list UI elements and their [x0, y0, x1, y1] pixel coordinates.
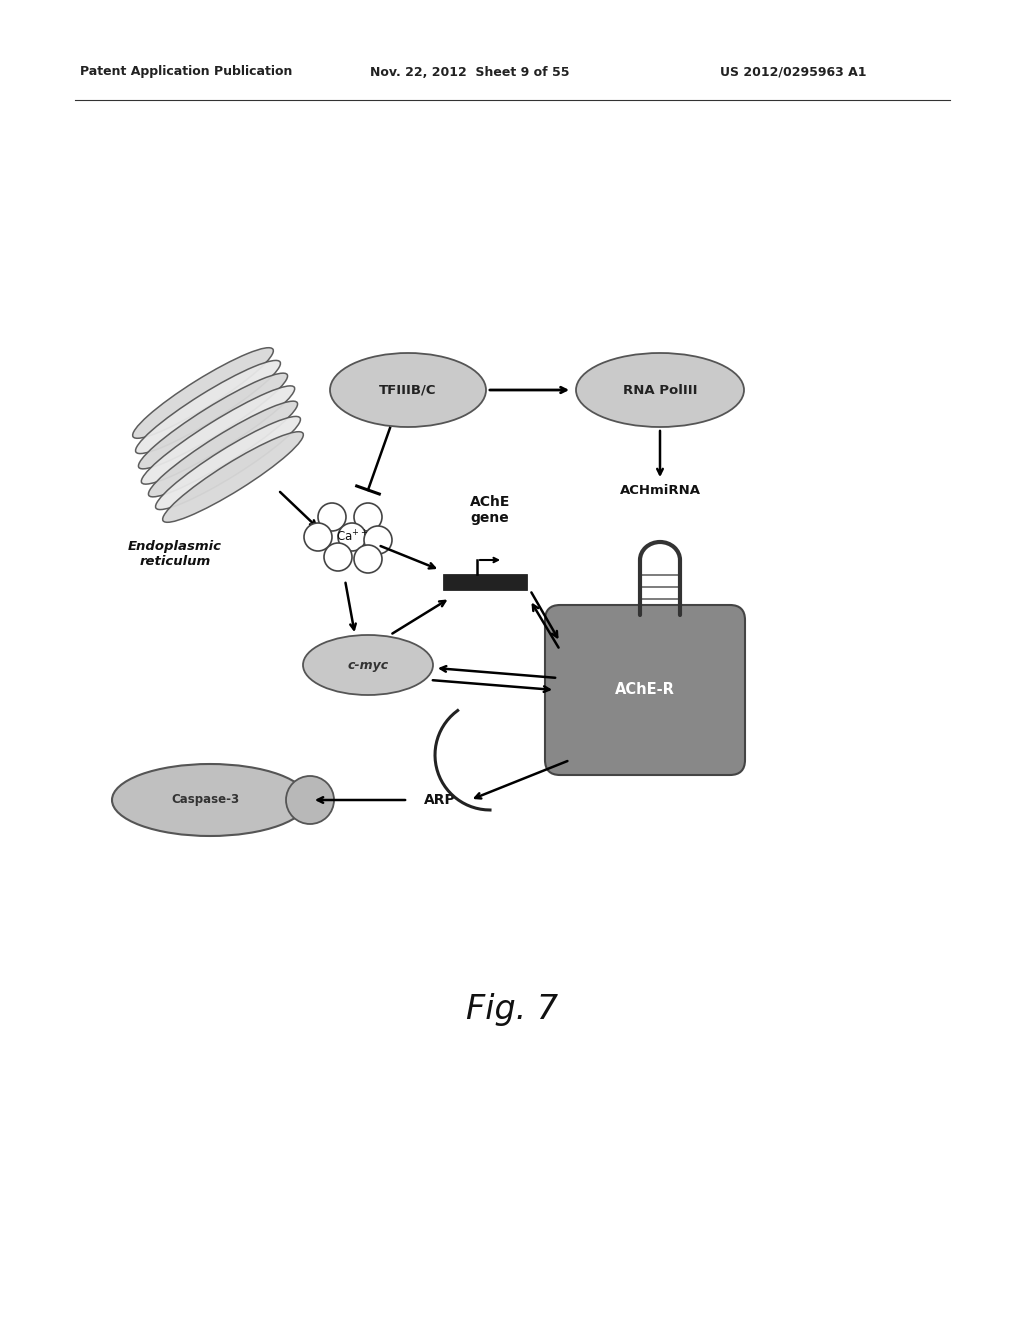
- Ellipse shape: [135, 360, 281, 454]
- Ellipse shape: [163, 432, 303, 523]
- Ellipse shape: [148, 401, 298, 496]
- Ellipse shape: [330, 352, 486, 426]
- Text: ARP: ARP: [424, 793, 456, 807]
- Ellipse shape: [303, 635, 433, 696]
- FancyBboxPatch shape: [545, 605, 745, 775]
- Text: Patent Application Publication: Patent Application Publication: [80, 66, 293, 78]
- Circle shape: [304, 523, 332, 550]
- Circle shape: [324, 543, 352, 572]
- Circle shape: [338, 523, 366, 550]
- Ellipse shape: [138, 374, 288, 469]
- Text: AChE-R: AChE-R: [615, 682, 675, 697]
- Circle shape: [354, 503, 382, 531]
- Ellipse shape: [141, 385, 295, 484]
- Ellipse shape: [156, 416, 300, 510]
- Circle shape: [364, 525, 392, 554]
- Bar: [443, 574, 527, 590]
- Text: AChE
gene: AChE gene: [470, 495, 510, 525]
- Text: Nov. 22, 2012  Sheet 9 of 55: Nov. 22, 2012 Sheet 9 of 55: [370, 66, 569, 78]
- Ellipse shape: [112, 764, 308, 836]
- Text: Ca$^{++}$: Ca$^{++}$: [336, 529, 368, 545]
- Text: US 2012/0295963 A1: US 2012/0295963 A1: [720, 66, 866, 78]
- Text: TFIIIB/C: TFIIIB/C: [379, 384, 437, 396]
- Ellipse shape: [575, 352, 744, 426]
- Text: c-myc: c-myc: [347, 659, 388, 672]
- Ellipse shape: [133, 347, 273, 438]
- Text: Fig. 7: Fig. 7: [466, 994, 558, 1027]
- Circle shape: [286, 776, 334, 824]
- Circle shape: [354, 545, 382, 573]
- Text: Endoplasmic
reticulum: Endoplasmic reticulum: [128, 540, 222, 568]
- Text: RNA PolIII: RNA PolIII: [623, 384, 697, 396]
- Text: ACHmiRNA: ACHmiRNA: [620, 483, 700, 496]
- Text: Caspase-3: Caspase-3: [171, 793, 239, 807]
- Circle shape: [318, 503, 346, 531]
